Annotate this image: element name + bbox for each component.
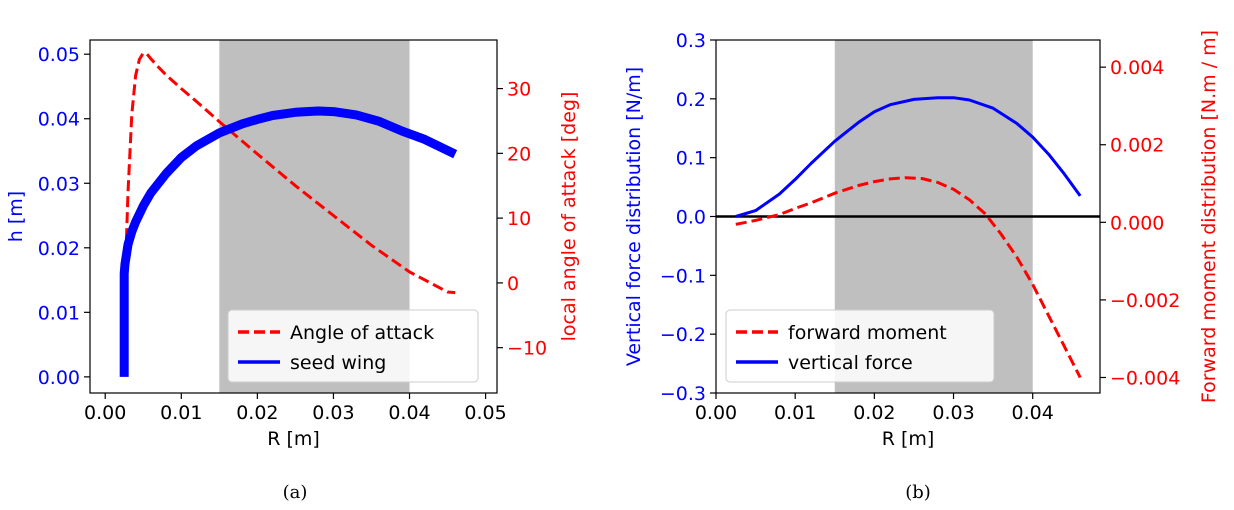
y-right-axis-title: local angle of attack [deg] (558, 92, 580, 342)
y-left-tick-label: 0.2 (676, 89, 706, 111)
x-tick-label: 0.00 (84, 402, 126, 424)
series-line-forward-moment (735, 176, 1082, 379)
y-right-tick-label: −0.004 (1110, 367, 1180, 389)
y-left-tick-label: −0.3 (660, 383, 706, 405)
series-line-angle-of-attack (122, 51, 456, 368)
legend: Angle of attack seed wing (227, 309, 479, 383)
legend: forward moment vertical force (725, 309, 995, 383)
y-left-tick-label: 0.03 (38, 173, 80, 195)
y-right-tick-label: 30 (507, 79, 531, 101)
y-right-axis-title: Forward moment distribution [N.m / m] (1198, 30, 1220, 403)
legend-label: Angle of attack (290, 322, 434, 344)
y-right-tick-label: 0 (507, 273, 519, 295)
x-axis-title: R [m] (882, 428, 935, 450)
panel-a: 0.00 0.01 0.02 0.03 0.04 0.05 R [m] 0.00 0.01 0.0… (5, 39, 580, 450)
panel-b: 0.00 0.01 0.02 0.03 0.04 R [m] −0.3 −0.2 −0.1 0.0… (623, 30, 1220, 450)
y-right-tick-label: −0.002 (1110, 290, 1180, 312)
x-tick-label: 0.03 (312, 402, 354, 424)
y-left-tick-label: 0.0 (676, 207, 706, 229)
y-left-tick-label: −0.1 (660, 265, 706, 287)
legend-label: vertical force (788, 352, 913, 374)
x-tick-label: 0.01 (774, 402, 816, 424)
series-line-seed-wing (119, 106, 458, 377)
y-left-tick-label: 0.00 (38, 367, 80, 389)
y-right-tick-label: 0.004 (1110, 57, 1164, 79)
x-tick-label: 0.03 (932, 402, 974, 424)
y-left-axis-title: Vertical force distribution [N/m] (623, 67, 645, 366)
x-tick-label: 0.04 (388, 402, 430, 424)
x-tick-label: 0.04 (1012, 402, 1054, 424)
y-left-tick-label: 0.01 (38, 302, 80, 324)
y-right-tick-label: 10 (507, 208, 531, 230)
y-left-tick-label: 0.3 (676, 30, 706, 52)
y-left-axis-title: h [m] (5, 191, 27, 242)
caption-a: (a) (283, 482, 308, 503)
y-left-tick-label: 0.05 (38, 44, 80, 66)
x-tick-label: 0.01 (160, 402, 202, 424)
x-axis-title: R [m] (267, 428, 320, 450)
y-right-tick-label: 0.002 (1110, 135, 1164, 157)
y-left-tick-label: 0.1 (676, 148, 706, 170)
y-right-tick-label: 20 (507, 143, 531, 165)
y-left-tick-label: −0.2 (660, 324, 706, 346)
y-right-tick-label: −10 (507, 338, 547, 360)
y-right-tick-label: 0.000 (1110, 212, 1164, 234)
legend-box (725, 309, 995, 383)
legend-box (227, 309, 479, 383)
x-tick-label: 0.02 (853, 402, 895, 424)
x-tick-label: 0.05 (464, 402, 506, 424)
y-left-tick-label: 0.04 (38, 109, 80, 131)
series-line-vertical-force (735, 96, 1082, 218)
caption-b: (b) (905, 482, 931, 503)
plot-frame (89, 39, 498, 394)
y-left-tick-label: 0.02 (38, 238, 80, 260)
x-tick-label: 0.00 (695, 402, 737, 424)
legend-label: forward moment (788, 322, 947, 344)
legend-label: seed wing (290, 352, 386, 374)
x-tick-label: 0.02 (236, 402, 278, 424)
